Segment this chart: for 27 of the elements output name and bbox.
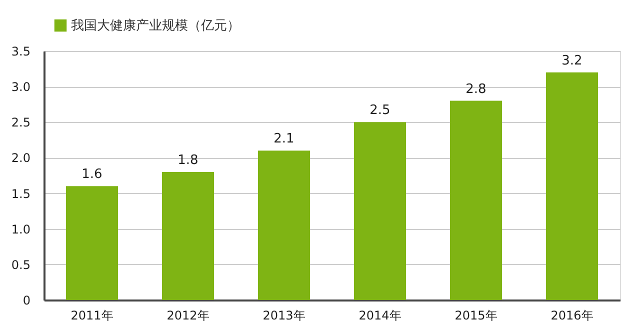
y-tick-label: 1.0 [11,222,30,236]
data-label: 2.5 [370,103,390,118]
x-tick-label: 2015年 [454,308,498,322]
x-tick-label: 2012年 [166,308,210,322]
x-tick-label: 2013年 [262,308,306,322]
data-label: 1.8 [178,152,198,168]
y-tick-label: 2.5 [11,116,30,130]
y-tick-label: 0.5 [11,258,30,272]
bar [258,150,310,300]
bar [450,100,502,300]
x-tick-label: 2016年 [550,308,594,322]
y-tick-label: 3.5 [11,44,30,58]
bar [354,122,406,300]
data-label: 1.6 [82,167,102,182]
x-tick-label: 2014年 [358,308,402,322]
data-label: 2.8 [466,82,486,97]
y-tick-label: 1.5 [11,186,30,201]
legend-label: 我国大健康产业规模（亿元） [71,18,240,34]
data-label: 3.2 [562,53,582,68]
bar [66,186,118,300]
bar [546,72,598,300]
y-tick-label: 0 [22,294,30,308]
data-label: 2.1 [274,132,294,147]
x-tick-label: 2011年 [70,308,114,322]
bar [162,172,214,300]
y-tick-label: 2.0 [11,151,30,166]
y-tick-label: 3.0 [11,80,30,94]
